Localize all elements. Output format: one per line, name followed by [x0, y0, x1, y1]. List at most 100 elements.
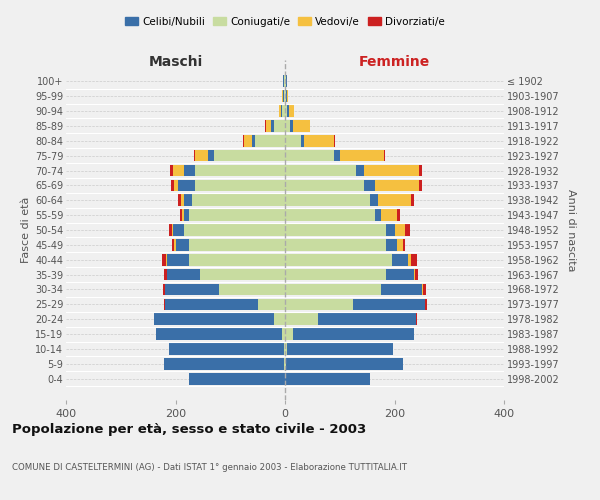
Bar	[287, 90, 288, 102]
Bar	[411, 194, 413, 206]
Bar	[164, 298, 257, 310]
Bar	[173, 164, 184, 176]
Bar	[192, 194, 285, 206]
Bar	[284, 90, 285, 102]
Bar	[340, 150, 383, 162]
Bar	[285, 314, 318, 325]
Bar	[194, 150, 208, 162]
Bar	[392, 254, 408, 266]
Bar	[301, 135, 304, 146]
Bar	[285, 150, 334, 162]
Bar	[286, 358, 403, 370]
Bar	[189, 254, 285, 266]
Bar	[378, 194, 411, 206]
Bar	[157, 328, 282, 340]
Bar	[285, 254, 392, 266]
Bar	[174, 180, 178, 191]
Bar	[283, 76, 284, 87]
Bar	[423, 284, 426, 296]
Bar	[364, 180, 376, 191]
Bar	[173, 224, 184, 236]
Bar	[194, 164, 285, 176]
Bar	[415, 269, 418, 280]
Bar	[184, 224, 285, 236]
Bar	[285, 180, 364, 191]
Bar	[356, 164, 364, 176]
Bar	[163, 284, 164, 296]
Bar	[318, 314, 416, 325]
Bar	[285, 194, 370, 206]
Bar	[164, 269, 167, 280]
Bar	[383, 150, 385, 162]
Bar	[189, 373, 285, 384]
Bar	[282, 328, 285, 340]
Bar	[406, 224, 410, 236]
Bar	[170, 180, 174, 191]
Bar	[408, 254, 411, 266]
Bar	[285, 284, 381, 296]
Bar	[244, 135, 252, 146]
Bar	[289, 105, 295, 117]
Bar	[220, 284, 285, 296]
Bar	[287, 105, 289, 117]
Bar	[285, 269, 386, 280]
Bar	[274, 314, 285, 325]
Bar	[403, 239, 406, 250]
Bar	[169, 343, 284, 355]
Bar	[170, 164, 173, 176]
Bar	[164, 284, 220, 296]
Bar	[189, 210, 285, 221]
Bar	[285, 224, 386, 236]
Bar	[364, 164, 419, 176]
Bar	[255, 135, 285, 146]
Bar	[184, 194, 192, 206]
Bar	[274, 120, 285, 132]
Bar	[279, 105, 281, 117]
Bar	[285, 328, 293, 340]
Bar	[178, 180, 194, 191]
Bar	[370, 194, 378, 206]
Bar	[284, 343, 285, 355]
Bar	[172, 224, 173, 236]
Bar	[181, 210, 182, 221]
Bar	[386, 239, 397, 250]
Bar	[252, 135, 255, 146]
Bar	[200, 269, 285, 280]
Text: Femmine: Femmine	[359, 56, 430, 70]
Bar	[293, 328, 413, 340]
Bar	[154, 314, 274, 325]
Text: Popolazione per età, sesso e stato civile - 2003: Popolazione per età, sesso e stato civil…	[12, 422, 366, 436]
Text: COMUNE DI CASTELTERMINI (AG) - Dati ISTAT 1° gennaio 2003 - Elaborazione TUTTITA: COMUNE DI CASTELTERMINI (AG) - Dati ISTA…	[12, 462, 407, 471]
Bar	[425, 298, 427, 310]
Bar	[172, 239, 175, 250]
Bar	[169, 224, 172, 236]
Bar	[287, 343, 394, 355]
Bar	[176, 239, 189, 250]
Bar	[214, 150, 285, 162]
Bar	[290, 120, 293, 132]
Bar	[293, 120, 310, 132]
Bar	[257, 298, 285, 310]
Bar	[386, 269, 413, 280]
Y-axis label: Fasce di età: Fasce di età	[20, 197, 31, 263]
Bar	[184, 210, 189, 221]
Bar	[285, 135, 301, 146]
Bar	[164, 358, 284, 370]
Bar	[178, 194, 181, 206]
Bar	[285, 120, 290, 132]
Bar	[166, 254, 167, 266]
Bar	[422, 284, 423, 296]
Bar	[397, 210, 400, 221]
Bar	[285, 373, 370, 384]
Bar	[162, 254, 166, 266]
Bar	[304, 135, 334, 146]
Bar	[285, 164, 356, 176]
Bar	[184, 164, 194, 176]
Bar	[208, 150, 214, 162]
Bar	[285, 239, 386, 250]
Bar	[411, 254, 418, 266]
Bar	[182, 210, 184, 221]
Bar	[376, 180, 419, 191]
Bar	[386, 224, 395, 236]
Bar	[167, 254, 189, 266]
